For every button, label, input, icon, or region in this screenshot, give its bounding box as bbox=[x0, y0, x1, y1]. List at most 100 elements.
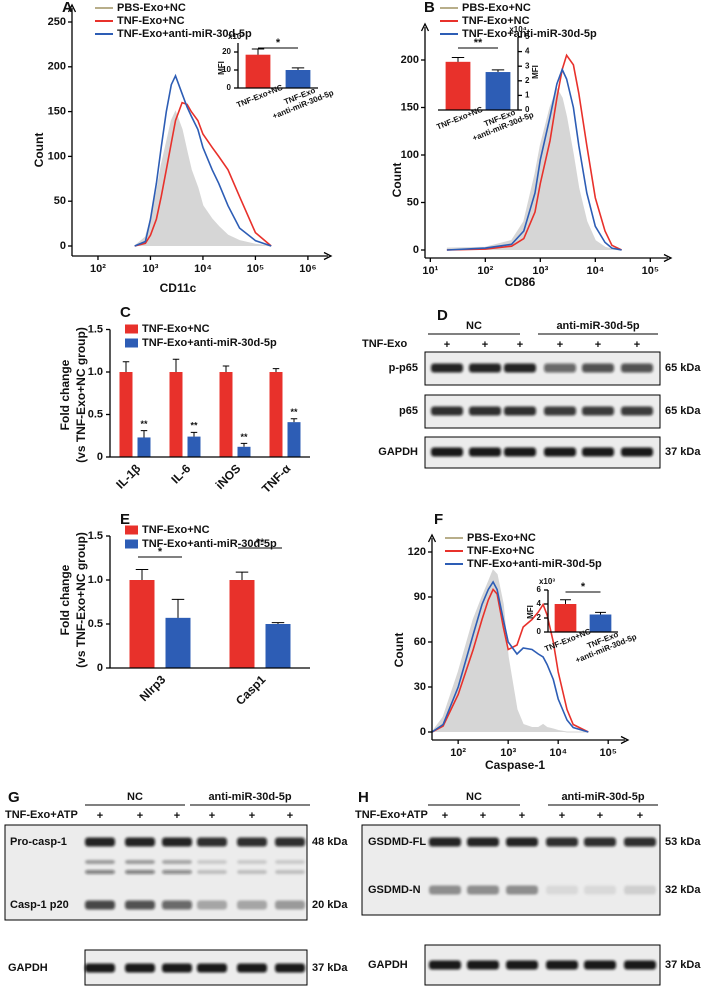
histogram-fill bbox=[134, 111, 272, 246]
x-tick-label: 10¹ bbox=[422, 265, 438, 277]
row-label: Casp-1 p20 bbox=[10, 899, 69, 911]
y-tick-label: 1.0 bbox=[88, 574, 103, 586]
panel-letter: E bbox=[120, 511, 130, 528]
y-axis-label: MFI bbox=[217, 61, 226, 75]
legend-label: TNF-Exo+NC bbox=[117, 15, 185, 27]
legend-swatch bbox=[125, 338, 138, 348]
axis-multiplier: x10³ bbox=[539, 577, 555, 586]
y-tick-label: 1.0 bbox=[88, 366, 103, 378]
legend-label: TNF-Exo+NC bbox=[142, 524, 210, 536]
x-tick-label: Casp1 bbox=[233, 672, 269, 708]
y-tick-label: 60 bbox=[414, 636, 426, 648]
bar bbox=[285, 70, 311, 88]
treatment-label: TNF-Exo+ATP bbox=[355, 809, 428, 821]
panel-letter: H bbox=[358, 789, 369, 806]
blot-band bbox=[431, 363, 463, 373]
blot-band bbox=[197, 870, 227, 874]
error-bar bbox=[190, 431, 198, 437]
bar bbox=[219, 372, 233, 457]
bar bbox=[229, 580, 255, 668]
y-tick-label: 4 bbox=[537, 599, 542, 608]
blot-band bbox=[544, 447, 576, 457]
treatment-label: TNF-Exo bbox=[362, 338, 408, 350]
row-label: Pro-casp-1 bbox=[10, 836, 67, 848]
y-tick-label: 0 bbox=[227, 83, 232, 92]
bar bbox=[554, 604, 577, 632]
blot-band bbox=[469, 447, 501, 457]
lane-sign: + bbox=[174, 810, 180, 822]
legend-label: TNF-Exo+NC bbox=[462, 15, 530, 27]
kda-label: 48 kDa bbox=[312, 836, 348, 848]
blot-band bbox=[162, 837, 192, 847]
blot-band bbox=[275, 900, 305, 910]
legend-label: PBS-Exo+NC bbox=[467, 532, 536, 544]
group-label: NC bbox=[127, 791, 143, 803]
kda-label: 37 kDa bbox=[312, 962, 348, 974]
bar bbox=[589, 614, 612, 632]
y-tick-label: 250 bbox=[48, 16, 66, 28]
blot-band bbox=[125, 900, 155, 910]
legend-swatch bbox=[125, 539, 138, 549]
lane-sign: + bbox=[634, 339, 640, 351]
blot-band bbox=[125, 963, 155, 973]
histogram-fill bbox=[432, 570, 589, 732]
lane-sign: + bbox=[557, 339, 563, 351]
bar bbox=[129, 580, 155, 668]
blot-band bbox=[584, 837, 616, 847]
blot-band bbox=[162, 900, 192, 910]
histogram-line bbox=[134, 110, 272, 247]
y-tick-label: 2 bbox=[525, 76, 530, 85]
bar bbox=[265, 624, 291, 668]
lane-sign: + bbox=[249, 810, 255, 822]
y-tick-label: 0 bbox=[413, 244, 419, 256]
error-bar bbox=[251, 48, 265, 55]
histogram-line bbox=[446, 87, 622, 251]
error-bar bbox=[595, 611, 606, 615]
y-axis-label: Fold change bbox=[58, 564, 72, 635]
y-tick-label: 10 bbox=[222, 65, 231, 74]
axis-arrow bbox=[427, 533, 437, 543]
error-bar bbox=[172, 358, 180, 372]
blot-band bbox=[197, 900, 227, 910]
error-bar bbox=[491, 69, 505, 73]
significance-label: ** bbox=[256, 537, 265, 549]
significance-label: ** bbox=[290, 407, 298, 417]
y-axis-label: (vs TNF-Exo+NC group) bbox=[74, 327, 88, 463]
legend-label: TNF-Exo+anti-miR-30d-5p bbox=[117, 28, 252, 40]
lane-sign: + bbox=[444, 339, 450, 351]
group-label: anti-miR-30d-5p bbox=[208, 791, 291, 803]
blot-frame bbox=[424, 436, 661, 469]
y-tick-label: 100 bbox=[48, 150, 66, 162]
error-bar bbox=[135, 568, 149, 580]
blot-band bbox=[506, 837, 538, 847]
y-tick-label: 0.5 bbox=[88, 408, 103, 420]
y-tick-label: 1 bbox=[525, 91, 530, 100]
error-bar bbox=[171, 598, 185, 618]
axis-multiplier: x10³ bbox=[228, 32, 244, 41]
bar bbox=[137, 437, 151, 457]
row-label: GAPDH bbox=[368, 959, 408, 971]
x-tick-label: Nlrp3 bbox=[137, 672, 169, 704]
x-tick-label: iNOS bbox=[213, 461, 244, 492]
y-tick-label: 120 bbox=[408, 546, 426, 558]
blot-band bbox=[275, 963, 305, 973]
row-label: GSDMD-FL bbox=[368, 836, 426, 848]
bar bbox=[445, 61, 471, 110]
lane-sign: + bbox=[517, 339, 523, 351]
error-bar bbox=[222, 365, 230, 372]
group-label: NC bbox=[466, 320, 482, 332]
legend-swatch bbox=[125, 525, 138, 535]
blot-band bbox=[162, 870, 192, 874]
lane-sign: + bbox=[137, 810, 143, 822]
blot-band bbox=[504, 447, 536, 457]
x-tick-label: 10⁴ bbox=[586, 265, 604, 277]
y-tick-label: 90 bbox=[414, 591, 426, 603]
y-tick-label: 0 bbox=[97, 451, 103, 463]
blot-band bbox=[582, 447, 614, 457]
histogram-line bbox=[134, 73, 272, 247]
histogram-line bbox=[431, 569, 589, 733]
significance-label: * bbox=[581, 581, 586, 593]
y-tick-label: 0 bbox=[97, 662, 103, 674]
blot-band bbox=[237, 860, 267, 864]
kda-label: 32 kDa bbox=[665, 884, 701, 896]
